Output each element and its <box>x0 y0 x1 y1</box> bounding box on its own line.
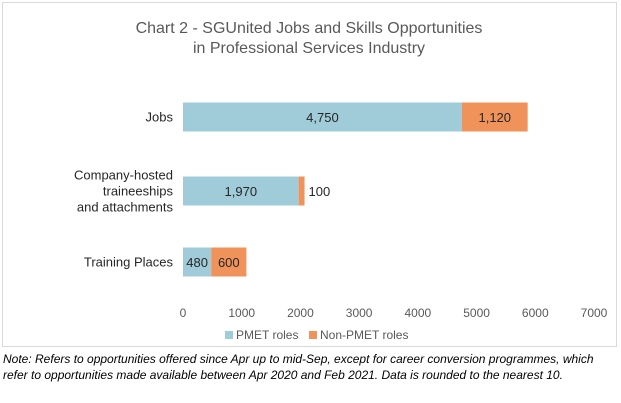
data-label: 480 <box>186 255 208 270</box>
bar-pmet <box>183 176 299 206</box>
data-label: 100 <box>309 184 331 199</box>
bar-non-pmet <box>211 247 247 277</box>
chart-title-line: Chart 2 - SGUnited Jobs and Skills Oppor… <box>136 20 483 37</box>
x-tick-label: 2000 <box>287 306 314 320</box>
data-label: 4,750 <box>306 110 339 125</box>
bar-non-pmet <box>461 102 528 132</box>
bar-pmet <box>183 247 212 277</box>
category-label: Jobs <box>146 110 174 125</box>
chart-title-line: in Professional Services Industry <box>193 40 425 57</box>
x-tick-label: 3000 <box>346 306 373 320</box>
data-label: 1,120 <box>478 110 511 125</box>
data-label: 600 <box>218 255 240 270</box>
bar-chart: Chart 2 - SGUnited Jobs and Skills Oppor… <box>74 20 608 342</box>
legend-swatch-pmet <box>225 331 233 339</box>
legend-label-pmet: PMET roles <box>236 328 298 342</box>
x-tick-label: 0 <box>180 306 187 320</box>
category-label: Training Places <box>84 255 174 270</box>
x-tick-label: 6000 <box>522 306 549 320</box>
x-tick-label: 7000 <box>581 306 608 320</box>
x-tick-label: 5000 <box>463 306 490 320</box>
category-label: traineeships <box>103 184 174 199</box>
legend-swatch-non-pmet <box>309 331 317 339</box>
legend-label-non-pmet: Non-PMET roles <box>320 328 408 342</box>
bar-non-pmet <box>298 176 305 206</box>
chart-note: Note: Refers to opportunities offered si… <box>3 352 594 382</box>
x-tick-label: 1000 <box>228 306 255 320</box>
data-label: 1,970 <box>225 184 258 199</box>
chart-frame: Chart 2 - SGUnited Jobs and Skills Oppor… <box>2 2 617 347</box>
x-tick-label: 4000 <box>405 306 432 320</box>
category-label: and attachments <box>77 200 174 215</box>
bar-pmet <box>183 102 462 132</box>
category-label: Company-hosted <box>74 168 173 183</box>
